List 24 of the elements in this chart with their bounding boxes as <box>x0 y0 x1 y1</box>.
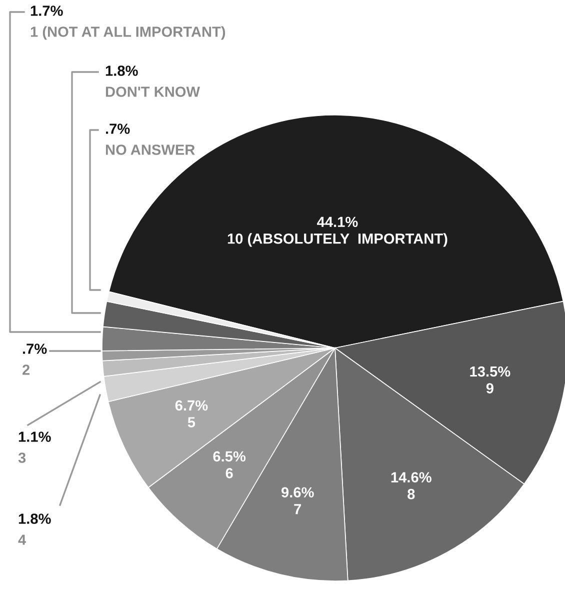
slice-label: 7 <box>294 504 302 514</box>
data-label: 1.1% <box>18 432 51 442</box>
slice-label: 6 <box>226 468 233 478</box>
data-label: 13.5% <box>470 366 510 377</box>
data-label: 6.5% <box>213 451 246 462</box>
slice-label: 10 (ABSOLUTELY IMPORTANT) <box>228 233 448 247</box>
slice-label: NO ANSWER <box>106 144 195 155</box>
slice-label: DON'T KNOW <box>106 86 200 97</box>
data-label: 1.8% <box>18 514 51 524</box>
data-label: 44.1% <box>317 216 358 228</box>
slice-label: 1 (NOT AT ALL IMPORTANT) <box>30 26 226 40</box>
slice-label: 4 <box>18 534 26 545</box>
data-label: 6.7% <box>175 400 208 411</box>
data-label: .7% <box>106 124 130 134</box>
slice-label: 5 <box>188 417 196 428</box>
data-label: 14.6% <box>391 472 432 482</box>
data-label: 9.6% <box>281 487 314 498</box>
slice-label: 8 <box>408 488 415 500</box>
data-label: 1.8% <box>106 66 138 76</box>
data-label: .7% <box>22 344 47 354</box>
data-label: 1.7% <box>30 6 63 16</box>
slice-label: 2 <box>22 364 30 375</box>
slice-label: 3 <box>18 452 26 463</box>
slice-label: 9 <box>486 383 494 394</box>
